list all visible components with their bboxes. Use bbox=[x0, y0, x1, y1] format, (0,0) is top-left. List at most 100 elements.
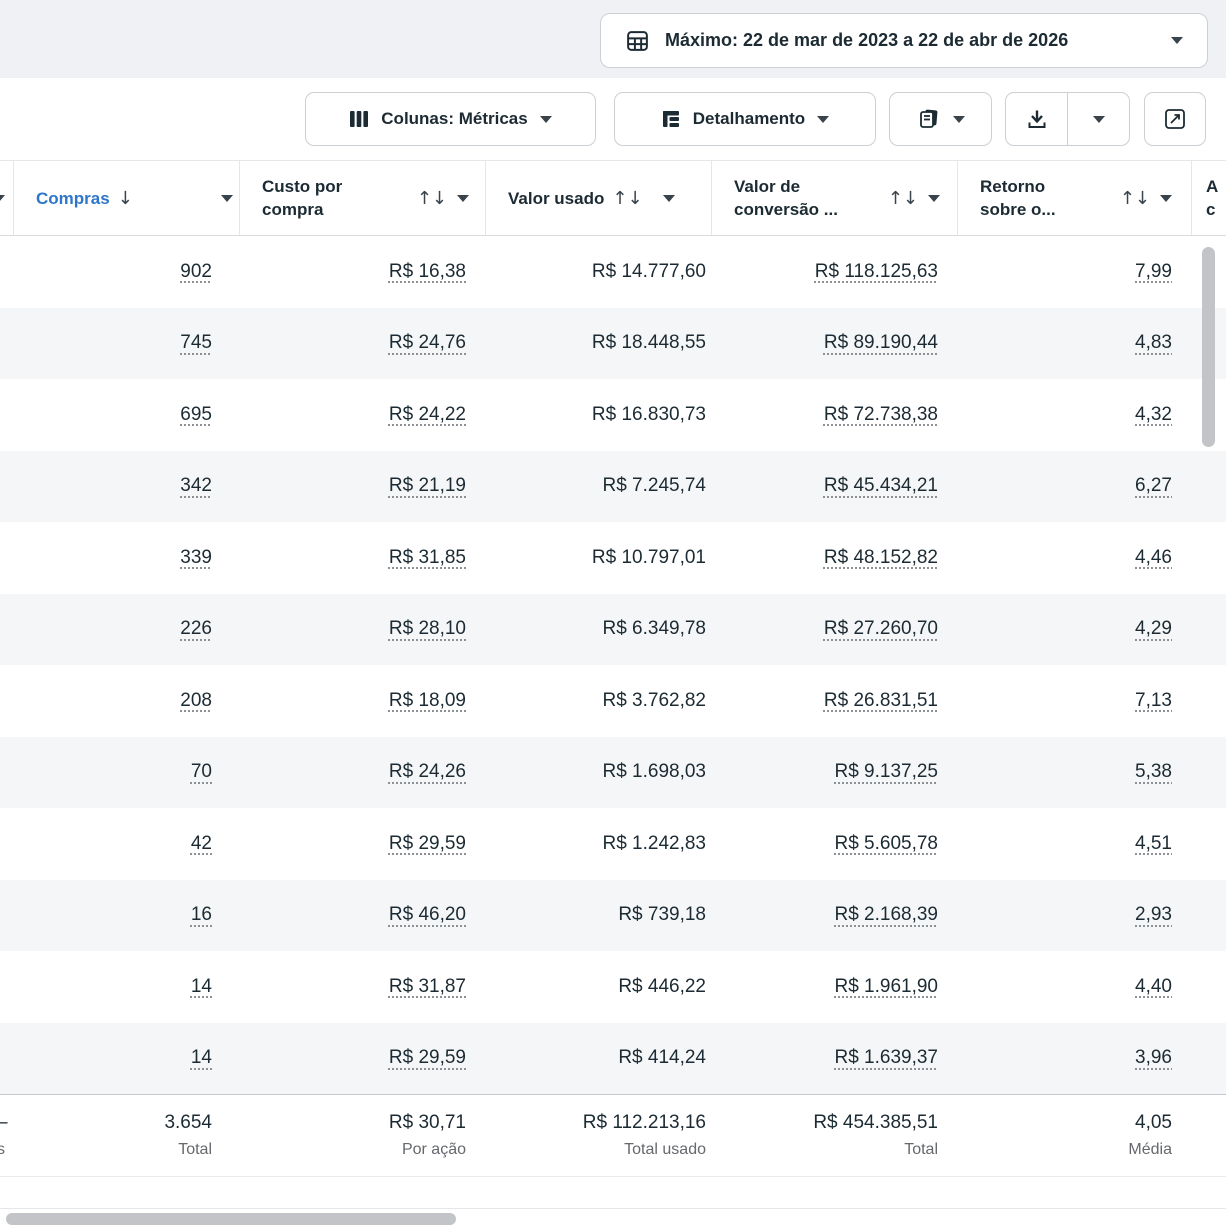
cell-cut-right bbox=[1192, 451, 1226, 523]
cell-custo: R$ 29,59 bbox=[240, 808, 486, 880]
table-row[interactable]: 14R$ 31,87R$ 446,22R$ 1.961,904,40 bbox=[0, 951, 1226, 1023]
cell-valor-conversao: R$ 89.190,44 bbox=[712, 308, 958, 380]
table-row[interactable]: 695R$ 24,22R$ 16.830,73R$ 72.738,384,32 bbox=[0, 379, 1226, 451]
table-row[interactable]: 14R$ 29,59R$ 414,24R$ 1.639,373,96 bbox=[0, 1023, 1226, 1095]
totals-value: 4,05 bbox=[1135, 1112, 1172, 1134]
cell-value: R$ 16,38 bbox=[389, 261, 466, 283]
sort-icon[interactable]: ↑↓ bbox=[612, 187, 642, 210]
cell-cut-right bbox=[1192, 522, 1226, 594]
totals-label: Por ação bbox=[402, 1141, 466, 1159]
cell-value: R$ 31,87 bbox=[389, 976, 466, 998]
header-cell-cut-left[interactable] bbox=[0, 161, 14, 235]
cell-valor-conversao: R$ 26.831,51 bbox=[712, 665, 958, 737]
header-cell-valor-de-conversao[interactable]: Valor de conversão ... ↑↓ bbox=[712, 161, 958, 235]
cell-valor-conversao: R$ 118.125,63 bbox=[712, 236, 958, 308]
chevron-down-icon[interactable] bbox=[663, 195, 675, 202]
cell-value: 4,51 bbox=[1135, 833, 1172, 855]
columns-button[interactable]: Colunas: Métricas bbox=[305, 92, 596, 146]
cell-value: R$ 31,85 bbox=[389, 547, 466, 569]
table-row[interactable]: 745R$ 24,76R$ 18.448,55R$ 89.190,444,83 bbox=[0, 308, 1226, 380]
chevron-down-icon[interactable] bbox=[1160, 195, 1172, 202]
totals-cell-retorno: 4,05 Média bbox=[958, 1095, 1192, 1176]
cell-cut-left bbox=[0, 451, 14, 523]
view-charts-button[interactable] bbox=[1144, 92, 1206, 146]
header-cell-compras[interactable]: Compras ↓ bbox=[14, 161, 240, 235]
chevron-down-icon[interactable] bbox=[221, 195, 233, 202]
chevron-down-icon[interactable] bbox=[928, 195, 940, 202]
cell-value: 226 bbox=[180, 618, 212, 640]
horizontal-scrollbar-track[interactable] bbox=[0, 1208, 1226, 1224]
cell-value: 42 bbox=[191, 833, 212, 855]
cell-compras: 695 bbox=[14, 379, 240, 451]
cell-value: R$ 27.260,70 bbox=[824, 618, 938, 640]
cell-value: R$ 9.137,25 bbox=[834, 761, 938, 783]
cell-value: R$ 739,18 bbox=[618, 904, 706, 926]
sort-desc-icon[interactable]: ↓ bbox=[118, 187, 133, 210]
cell-value: R$ 1.639,37 bbox=[834, 1047, 938, 1069]
column-label: Valor de conversão ... bbox=[734, 175, 880, 221]
cell-cut-right bbox=[1192, 808, 1226, 880]
totals-cell-valor-usado: R$ 112.213,16 Total usado bbox=[486, 1095, 712, 1176]
header-cell-custo-por-compra[interactable]: Custo por compra ↑↓ bbox=[240, 161, 486, 235]
header-cell-retorno-sobre-o[interactable]: Retorno sobre o... ↑↓ bbox=[958, 161, 1192, 235]
cell-valor-usado: R$ 414,24 bbox=[486, 1023, 712, 1095]
column-label: Custo por compra bbox=[262, 175, 409, 221]
horizontal-scrollbar-thumb[interactable] bbox=[6, 1213, 456, 1225]
vertical-scrollbar-thumb[interactable] bbox=[1202, 247, 1215, 447]
cell-value: R$ 24,26 bbox=[389, 761, 466, 783]
cell-value: R$ 5.605,78 bbox=[834, 833, 938, 855]
cell-valor-conversao: R$ 72.738,38 bbox=[712, 379, 958, 451]
table-row[interactable]: 70R$ 24,26R$ 1.698,03R$ 9.137,255,38 bbox=[0, 737, 1226, 809]
cell-value: R$ 26.831,51 bbox=[824, 690, 938, 712]
date-range-button[interactable]: Máximo: 22 de mar de 2023 a 22 de abr de… bbox=[600, 13, 1208, 68]
table-row[interactable]: 339R$ 31,85R$ 10.797,01R$ 48.152,824,46 bbox=[0, 522, 1226, 594]
cell-value: 4,40 bbox=[1135, 976, 1172, 998]
table-row[interactable]: 226R$ 28,10R$ 6.349,78R$ 27.260,704,29 bbox=[0, 594, 1226, 666]
cell-valor-conversao: R$ 45.434,21 bbox=[712, 451, 958, 523]
header-cell-cut-right[interactable]: A c bbox=[1192, 161, 1226, 235]
table-row[interactable]: 342R$ 21,19R$ 7.245,74R$ 45.434,216,27 bbox=[0, 451, 1226, 523]
cell-value: R$ 18.448,55 bbox=[592, 332, 706, 354]
cell-compras: 14 bbox=[14, 1023, 240, 1095]
cell-value: R$ 1.242,83 bbox=[602, 833, 706, 855]
header-cell-valor-usado[interactable]: Valor usado ↑↓ bbox=[486, 161, 712, 235]
cell-valor-conversao: R$ 27.260,70 bbox=[712, 594, 958, 666]
sort-icon[interactable]: ↑↓ bbox=[1120, 187, 1150, 210]
cell-compras: 14 bbox=[14, 951, 240, 1023]
cell-compras: 16 bbox=[14, 880, 240, 952]
download-button[interactable] bbox=[1006, 93, 1067, 145]
download-options-button[interactable] bbox=[1068, 93, 1129, 145]
cell-compras: 342 bbox=[14, 451, 240, 523]
chevron-down-icon bbox=[1093, 116, 1105, 123]
totals-label: s bbox=[0, 1141, 5, 1159]
cell-value: 16 bbox=[191, 904, 212, 926]
sort-icon[interactable]: ↑↓ bbox=[417, 187, 447, 210]
cell-value: 7,99 bbox=[1135, 261, 1172, 283]
cell-value: R$ 46,20 bbox=[389, 904, 466, 926]
cell-value: 745 bbox=[180, 332, 212, 354]
reports-button[interactable] bbox=[889, 92, 992, 146]
cell-value: R$ 2.168,39 bbox=[834, 904, 938, 926]
table-row[interactable]: 16R$ 46,20R$ 739,18R$ 2.168,392,93 bbox=[0, 880, 1226, 952]
totals-value: 3.654 bbox=[164, 1112, 212, 1134]
cell-valor-conversao: R$ 48.152,82 bbox=[712, 522, 958, 594]
cell-retorno: 4,40 bbox=[958, 951, 1192, 1023]
table-row[interactable]: 208R$ 18,09R$ 3.762,82R$ 26.831,517,13 bbox=[0, 665, 1226, 737]
cell-cut-left bbox=[0, 522, 14, 594]
sort-icon[interactable]: ↑↓ bbox=[888, 187, 918, 210]
chevron-down-icon bbox=[1171, 37, 1183, 44]
cell-cut-right bbox=[1192, 665, 1226, 737]
cell-custo: R$ 18,09 bbox=[240, 665, 486, 737]
table-row[interactable]: 42 R$ 29,59 R$ 1.242,83 R$ 5.605,78 4,51 bbox=[0, 808, 1226, 880]
table-row[interactable]: 902R$ 16,38R$ 14.777,60R$ 118.125,637,99 bbox=[0, 236, 1226, 308]
cell-value: R$ 7.245,74 bbox=[602, 475, 706, 497]
cell-value: 7,13 bbox=[1135, 690, 1172, 712]
breakdown-button-label: Detalhamento bbox=[693, 109, 805, 129]
breakdown-button[interactable]: Detalhamento bbox=[614, 92, 876, 146]
cell-valor-conversao: R$ 1.639,37 bbox=[712, 1023, 958, 1095]
cell-value: 695 bbox=[180, 404, 212, 426]
cell-valor-usado: R$ 1.242,83 bbox=[486, 808, 712, 880]
chevron-down-icon[interactable] bbox=[457, 195, 469, 202]
cell-cut-right bbox=[1192, 951, 1226, 1023]
cell-cut-left bbox=[0, 594, 14, 666]
